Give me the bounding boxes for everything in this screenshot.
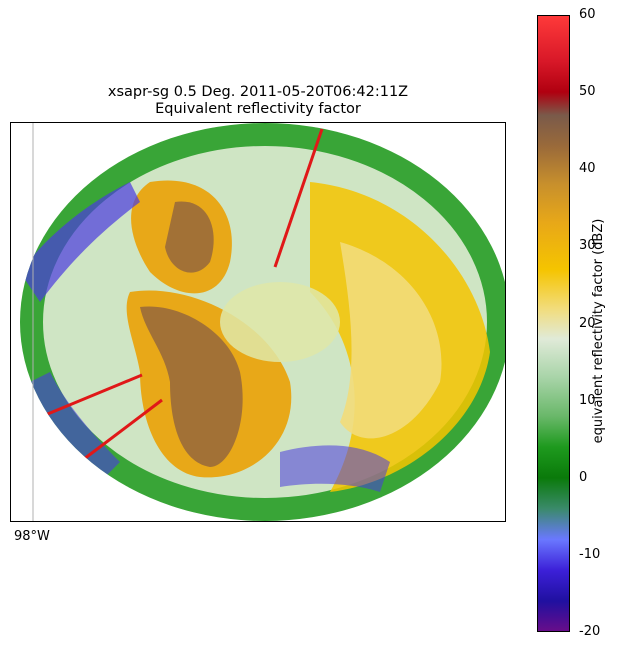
colorbar-tick-label: 60 xyxy=(579,7,596,22)
colorbar-label: equivalent reflectivity factor (dBZ) xyxy=(591,218,606,444)
colorbar-tick-label: 50 xyxy=(579,84,596,100)
colorbar-tick-label: 20 xyxy=(579,315,596,331)
colorbar-tick-label: 0 xyxy=(579,469,588,485)
chart-title-line1: xsapr-sg 0.5 Deg. 2011-05-20T06:42:11Z xyxy=(107,84,409,100)
chart-title-line2: Equivalent reflectivity factor xyxy=(155,101,361,117)
colorbar-tick-label: 40 xyxy=(579,161,596,177)
longitude-label: 98°W xyxy=(14,529,50,544)
colorbar-tick-label: 30 xyxy=(579,238,596,254)
colorbar xyxy=(537,15,570,632)
colorbar-tick-label: 10 xyxy=(579,392,596,408)
reflectivity-field xyxy=(20,123,506,521)
colorbar-tick-label: -20 xyxy=(579,624,601,639)
colorbar-tick-label: -10 xyxy=(579,546,601,562)
radar-ppi-map xyxy=(10,122,506,522)
